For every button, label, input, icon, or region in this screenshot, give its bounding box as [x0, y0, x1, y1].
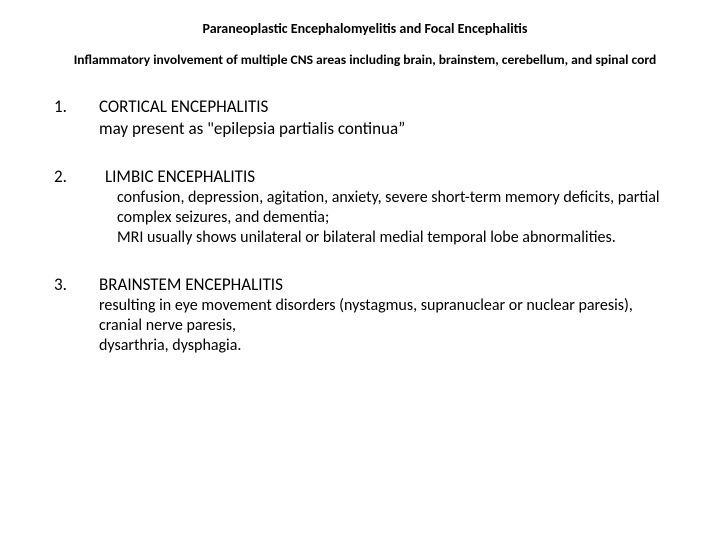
- item-heading: LIMBIC ENCEPHALITIS: [99, 166, 680, 188]
- item-content: CORTICAL ENCEPHALITIS may present as "ep…: [99, 96, 680, 140]
- item-description-line: dysarthria, dysphagia.: [99, 336, 680, 356]
- item-sub: may present as "epilepsia partialis cont…: [99, 118, 680, 140]
- item-heading: BRAINSTEM ENCEPHALITIS: [99, 274, 680, 296]
- item-number: 1.: [50, 96, 99, 140]
- item-content: LIMBIC ENCEPHALITIS confusion, depressio…: [99, 166, 680, 248]
- item-description-line: cranial nerve paresis,: [99, 316, 680, 336]
- slide-title: Paraneoplastic Encephalomyelitis and Foc…: [50, 20, 680, 37]
- list-item: 1. CORTICAL ENCEPHALITIS may present as …: [50, 96, 680, 140]
- item-number: 3.: [50, 274, 99, 356]
- list-item: 2. LIMBIC ENCEPHALITIS confusion, depres…: [50, 166, 680, 248]
- item-description-line: resulting in eye movement disorders (nys…: [99, 296, 680, 316]
- slide-subtitle: Inflammatory involvement of multiple CNS…: [50, 51, 680, 68]
- item-number: 2.: [50, 166, 99, 248]
- item-heading: CORTICAL ENCEPHALITIS: [99, 96, 680, 118]
- item-description-line: confusion, depression, agitation, anxiet…: [99, 188, 680, 228]
- slide-container: Paraneoplastic Encephalomyelitis and Foc…: [0, 0, 720, 402]
- item-content: BRAINSTEM ENCEPHALITIS resulting in eye …: [99, 274, 680, 356]
- item-description-line: MRI usually shows unilateral or bilatera…: [99, 228, 680, 248]
- list-item: 3. BRAINSTEM ENCEPHALITIS resulting in e…: [50, 274, 680, 356]
